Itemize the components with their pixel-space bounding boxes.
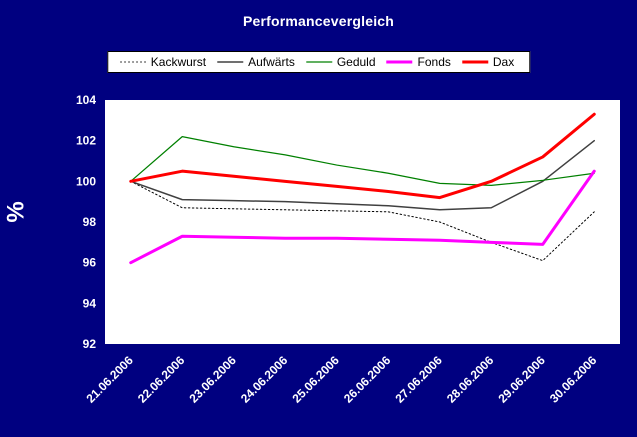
plot-area bbox=[105, 100, 620, 344]
legend-label: Kackwurst bbox=[150, 55, 207, 69]
y-tick-label: 92 bbox=[83, 337, 97, 351]
legend-label: Dax bbox=[492, 55, 515, 69]
legend-label: Fonds bbox=[417, 55, 451, 69]
x-tick-label: 26.06.2006 bbox=[341, 353, 394, 406]
x-tick-label: 21.06.2006 bbox=[84, 353, 137, 406]
y-tick-label: 102 bbox=[76, 134, 96, 148]
x-tick-label: 30.06.2006 bbox=[547, 353, 600, 406]
legend: Kackwurst Aufwärts Geduld Fonds Dax bbox=[106, 51, 531, 73]
x-tick-label: 24.06.2006 bbox=[238, 353, 291, 406]
x-tick-label: 28.06.2006 bbox=[444, 353, 497, 406]
y-tick-label: 98 bbox=[83, 215, 97, 229]
y-axis-title: % bbox=[2, 201, 30, 223]
series-line-kackwurst bbox=[130, 180, 595, 262]
y-tick-label: 104 bbox=[76, 93, 96, 107]
y-tick-label: 100 bbox=[76, 174, 96, 188]
legend-line-sample bbox=[386, 60, 413, 64]
series-line-aufw-rts bbox=[130, 139, 595, 211]
legend-label: Geduld bbox=[336, 55, 376, 69]
x-tick-label: 25.06.2006 bbox=[290, 353, 343, 406]
series-line-fonds bbox=[129, 169, 596, 265]
legend-item-aufw-rts: Aufwärts bbox=[216, 55, 295, 69]
legend-line-sample bbox=[217, 61, 244, 63]
legend-line-sample bbox=[461, 60, 488, 64]
y-tick-label: 94 bbox=[83, 296, 97, 310]
x-tick-label: 22.06.2006 bbox=[135, 353, 188, 406]
chart-title: Performancevergleich bbox=[242, 13, 395, 29]
legend-item-kackwurst: Kackwurst bbox=[119, 55, 206, 69]
series-line-dax bbox=[129, 112, 596, 200]
legend-item-dax: Dax bbox=[461, 55, 514, 69]
legend-line-sample bbox=[119, 61, 146, 63]
legend-label: Aufwärts bbox=[248, 55, 295, 69]
legend-item-geduld: Geduld bbox=[305, 55, 376, 69]
x-tick-label: 29.06.2006 bbox=[496, 353, 549, 406]
series-line-geduld bbox=[130, 135, 595, 187]
x-tick-label: 23.06.2006 bbox=[187, 353, 240, 406]
legend-line-sample bbox=[305, 61, 332, 63]
legend-item-fonds: Fonds bbox=[386, 55, 451, 69]
x-tick-label: 27.06.2006 bbox=[393, 353, 446, 406]
y-tick-label: 96 bbox=[83, 256, 97, 270]
